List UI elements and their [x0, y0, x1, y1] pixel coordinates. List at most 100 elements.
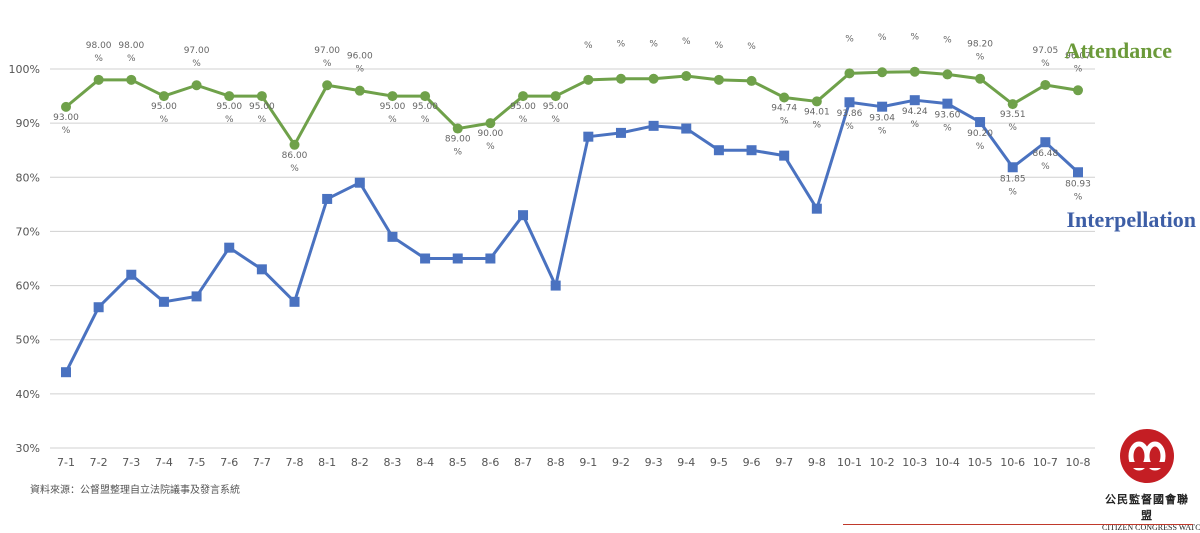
- interpellation-point: [420, 253, 431, 264]
- data-label: 89.00%: [445, 135, 471, 158]
- attendance-point: [518, 91, 529, 102]
- logo-name-english: CITIZEN CONGRESS WATCH: [1102, 523, 1200, 532]
- data-label: %: [747, 42, 756, 52]
- attendance-point: [583, 74, 594, 85]
- attendance-point: [224, 91, 235, 102]
- attendance-point: [648, 73, 659, 84]
- attendance-point: [746, 75, 757, 86]
- interpellation-point: [648, 120, 659, 131]
- interpellation-point: [877, 101, 888, 112]
- attendance-point: [975, 73, 986, 84]
- x-tick-label: 8-4: [416, 456, 434, 469]
- x-tick-label: 9-4: [677, 456, 695, 469]
- data-label: 90.00%: [478, 129, 504, 152]
- data-label: %: [878, 33, 887, 43]
- attendance-point: [158, 91, 169, 102]
- x-tick-label: 10-2: [870, 456, 895, 469]
- attendance-point: [126, 74, 137, 85]
- attendance-point: [713, 74, 724, 85]
- legend-attendance: Attendance: [1064, 38, 1172, 63]
- attendance-point: [191, 80, 202, 91]
- x-tick-label: 9-5: [710, 456, 728, 469]
- interpellation-point: [452, 253, 463, 264]
- data-label: 81.85%: [1000, 174, 1026, 197]
- series-markers: [61, 66, 1083, 378]
- data-label: 90.20%: [967, 129, 993, 152]
- source-note: 資料來源：公督盟整理自立法院議事及發言系統: [30, 485, 240, 496]
- attendance-point: [1073, 85, 1083, 96]
- x-tick-label: 10-3: [902, 456, 927, 469]
- attendance-point: [844, 68, 855, 79]
- data-label: 93.00%: [53, 113, 79, 136]
- data-label: %: [910, 33, 919, 43]
- interpellation-point: [909, 95, 920, 106]
- attendance-point: [61, 101, 71, 112]
- x-tick-label: 7-8: [286, 456, 304, 469]
- data-label: 95.00%: [216, 102, 242, 125]
- y-tick-label: 60%: [16, 280, 40, 293]
- interpellation-point: [615, 127, 626, 138]
- x-tick-label: 8-7: [514, 456, 532, 469]
- attendance-point: [354, 85, 365, 96]
- y-axis: 30% 40% 50% 60% 70% 80% 90% 100%: [9, 63, 40, 455]
- logo-emblem-icon: [1120, 429, 1174, 483]
- interpellation-point: [224, 242, 235, 253]
- data-label: 95.00%: [151, 102, 177, 125]
- x-tick-label: 9-6: [743, 456, 761, 469]
- data-label: %: [682, 37, 691, 47]
- data-label: 95.00%: [412, 102, 438, 125]
- data-label: %: [943, 35, 952, 45]
- x-tick-label: 9-2: [612, 456, 630, 469]
- y-tick-label: 40%: [16, 388, 40, 401]
- x-tick-label: 7-2: [90, 456, 108, 469]
- interpellation-point: [518, 210, 529, 221]
- data-label: 80.93%: [1065, 179, 1091, 202]
- series-line-attendance: [65, 70, 1079, 147]
- data-labels: 93.00 % 98.00 % 98.00 % 95.00 % 97.00 % 95.00 % 95.0…: [53, 33, 1091, 203]
- attendance-point: [1007, 99, 1018, 110]
- data-label: %: [845, 34, 854, 44]
- interpellation-point: [681, 123, 692, 134]
- data-label: 97.00%: [314, 46, 340, 69]
- attendance-point: [877, 67, 888, 78]
- x-tick-label: 7-1: [57, 456, 75, 469]
- y-tick-label: 90%: [16, 117, 40, 130]
- interpellation-point: [942, 98, 953, 109]
- attendance-point: [942, 69, 953, 80]
- interpellation-point: [746, 145, 757, 156]
- attendance-point: [420, 91, 431, 102]
- interpellation-point: [485, 253, 496, 264]
- x-tick-label: 7-4: [155, 456, 173, 469]
- data-label: 97.05%: [1032, 46, 1058, 69]
- data-label: %: [649, 40, 658, 50]
- data-label: 93.04%: [869, 114, 895, 137]
- x-tick-label: 8-3: [383, 456, 401, 469]
- attendance-point: [909, 66, 920, 77]
- logo-name-chinese: 公民監督國會聯盟: [1105, 493, 1189, 522]
- x-tick-label: 7-7: [253, 456, 271, 469]
- data-label: 98.00%: [118, 41, 144, 64]
- data-label: %: [584, 41, 593, 51]
- x-tick-label: 9-8: [808, 456, 826, 469]
- interpellation-point: [387, 231, 398, 242]
- x-tick-label: 10-4: [935, 456, 960, 469]
- x-tick-label: 7-6: [220, 456, 238, 469]
- x-axis: 7-1 7-2 7-3 7-4 7-5 7-6 7-7 7-8 8-1 8-2 8-3 8-4 8-5 8…: [57, 456, 1090, 469]
- interpellation-point: [779, 150, 790, 161]
- interpellation-point: [289, 296, 300, 307]
- data-label: %: [617, 40, 626, 50]
- data-label: 95.00%: [380, 102, 406, 125]
- data-label: 95.00%: [543, 102, 569, 125]
- data-label: 95.00%: [510, 102, 536, 125]
- data-label: 86.00%: [282, 151, 308, 174]
- data-label: 95.00%: [249, 102, 275, 125]
- attendance-point: [387, 91, 398, 102]
- y-tick-label: 50%: [16, 334, 40, 347]
- y-tick-label: 70%: [16, 225, 40, 238]
- interpellation-point: [1073, 167, 1083, 178]
- interpellation-point: [550, 280, 561, 291]
- x-tick-label: 10-1: [837, 456, 862, 469]
- attendance-point: [811, 96, 822, 107]
- data-label: %: [715, 41, 724, 51]
